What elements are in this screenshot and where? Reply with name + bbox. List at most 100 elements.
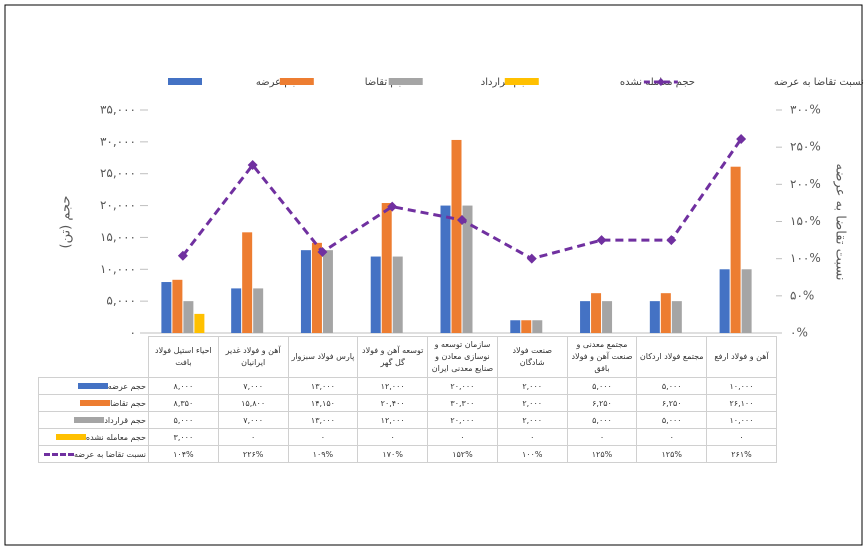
bar — [370, 256, 381, 333]
y2-tick-label: ۱۵۰% — [790, 214, 821, 228]
legend-key — [168, 78, 202, 85]
table-cell: ۱۰۴% — [148, 445, 219, 463]
line — [181, 138, 743, 261]
table-cell: ۱۲۵% — [636, 445, 708, 463]
category-label: آهن و فولاد غدیر ایرانیان — [217, 336, 289, 378]
category-label: مجتمع معدنی و صنعت آهن و فولاد بافق — [566, 336, 638, 378]
category-label: سازمان توسعه و نوسازی معادن و صنایع معدن… — [427, 336, 498, 378]
table-cell: ۵,۰۰۰ — [566, 411, 638, 429]
table-cell: ۰ — [427, 428, 498, 446]
row-name: نسبت تقاضا به عرضه — [74, 449, 146, 459]
row-name: حجم تقاضا — [110, 398, 146, 408]
table-cell: ۲,۰۰۰ — [496, 377, 568, 395]
table-cell: ۰ — [706, 428, 777, 446]
category-label: صنعت فولاد شادگان — [496, 336, 568, 378]
line-marker — [317, 246, 328, 257]
table-cell: ۱۰,۰۰۰ — [706, 411, 777, 429]
table-cell: ۷,۰۰۰ — [217, 377, 289, 395]
row-name: حجم قرارداد — [104, 415, 146, 425]
y2-tick-label: ۰% — [790, 326, 808, 340]
bar — [660, 293, 671, 333]
bar — [741, 269, 752, 333]
line-marker — [526, 253, 537, 264]
table-cell: ۰ — [496, 428, 568, 446]
line-marker — [387, 201, 398, 212]
bar — [231, 288, 242, 333]
bar — [440, 205, 451, 333]
bar — [591, 293, 602, 333]
bar — [172, 279, 183, 333]
row-key — [80, 400, 111, 406]
bar — [381, 203, 392, 333]
y2-tick-label: ۳۰۰% — [790, 103, 821, 117]
table-cell: ۱۷۰% — [357, 445, 429, 463]
bar — [392, 256, 403, 333]
legend-key — [504, 78, 539, 85]
legend-label: نسبت تقاضا به عرضه — [774, 77, 864, 88]
table-cell: ۳۰,۳۰۰ — [427, 394, 498, 412]
line-marker — [177, 250, 188, 261]
table-cell: ۵,۰۰۰ — [566, 377, 638, 395]
legend-key — [388, 78, 423, 85]
bar — [521, 320, 532, 333]
table-cell: ۲,۰۰۰ — [496, 394, 568, 412]
table-cell: ۰ — [217, 428, 289, 446]
table-cell: ۱۲,۰۰۰ — [357, 411, 429, 429]
y-tick-label: ۳۰,۰۰۰ — [100, 134, 136, 148]
row-header: حجم تقاضا — [38, 394, 149, 412]
table-cell: ۱۵,۸۰۰ — [217, 394, 289, 412]
y-axis-title: حجم (تن) — [59, 196, 74, 249]
table-cell: ۷,۰۰۰ — [217, 411, 289, 429]
bar — [242, 232, 253, 333]
row-key — [55, 434, 86, 440]
y-tick-label: ۱۵,۰۰۰ — [100, 230, 136, 244]
row-name: حجم عرضه — [107, 381, 146, 391]
table-corner — [39, 337, 149, 378]
table-cell: ۰ — [287, 428, 359, 446]
legend-key — [656, 78, 665, 86]
bar — [580, 301, 591, 333]
line-marker — [666, 235, 677, 246]
line-marker — [736, 133, 747, 144]
table-cell: ۰ — [566, 428, 638, 446]
table-row: حجم قرارداد ۵,۰۰۰ ۷,۰۰۰ ۱۳,۰۰۰ ۱۲,۰۰۰ ۲۰,۰۰۰ ۲… — [38, 411, 777, 429]
table-cell: ۲۰,۴۰۰ — [357, 394, 429, 412]
table-cell: ۲۶۱% — [706, 445, 777, 463]
y-tick-label: ۲۰,۰۰۰ — [100, 198, 136, 212]
row-header: حجم معامله نشده — [38, 428, 149, 446]
line-marker — [596, 235, 607, 246]
legend-label: حجم تقاضا — [365, 77, 410, 88]
bar — [311, 242, 322, 333]
frame — [4, 4, 863, 546]
table-cell: ۲۶,۱۰۰ — [706, 394, 777, 412]
table-cell: ۲۲۶% — [217, 445, 289, 463]
bar — [719, 269, 730, 333]
row-header: نسبت تقاضا به عرضه — [38, 445, 149, 463]
table-cell: ۱۴,۱۵۰ — [287, 394, 359, 412]
bar — [510, 320, 521, 333]
row-name: حجم معامله نشده — [85, 432, 146, 442]
line-marker — [457, 215, 467, 226]
category-label: مجتمع فولاد اردکان — [636, 336, 708, 378]
bar — [253, 288, 264, 333]
table-cell: ۵,۰۰۰ — [636, 377, 708, 395]
y2-tick-label: ۱۰۰% — [790, 251, 821, 265]
table-cell: ۰ — [636, 428, 708, 446]
row-key — [44, 452, 74, 456]
y-tick-label: ۵,۰۰۰ — [106, 294, 136, 308]
table-cell: ۵,۰۰۰ — [636, 411, 708, 429]
y-tick-label: ۱۰,۰۰۰ — [100, 262, 136, 276]
table-cell: ۱۵۲% — [427, 445, 498, 463]
table-row: حجم تقاضا ۸,۳۵۰ ۱۵,۸۰۰ ۱۴,۱۵۰ ۲۰,۴۰۰ ۳۰,۳۰۰ ۲,… — [38, 394, 777, 412]
table-cell: ۱۰۹% — [287, 445, 359, 463]
bar — [322, 250, 333, 333]
table-cell: ۸,۳۵۰ — [148, 394, 219, 412]
table-cell: ۱۳,۰۰۰ — [287, 411, 359, 429]
row-header: حجم قرارداد — [38, 411, 149, 429]
category-label: احیاء استیل فولاد بافت — [148, 336, 219, 378]
table-row: حجم معامله نشده ۳,۰۰۰ ۰ ۰ ۰ ۰ ۰ ۰ ۰ ۰ — [38, 428, 777, 446]
bar — [161, 282, 172, 333]
bar — [194, 313, 205, 333]
y2-axis-title: نسبت تقاضا به عرضه — [833, 164, 848, 281]
